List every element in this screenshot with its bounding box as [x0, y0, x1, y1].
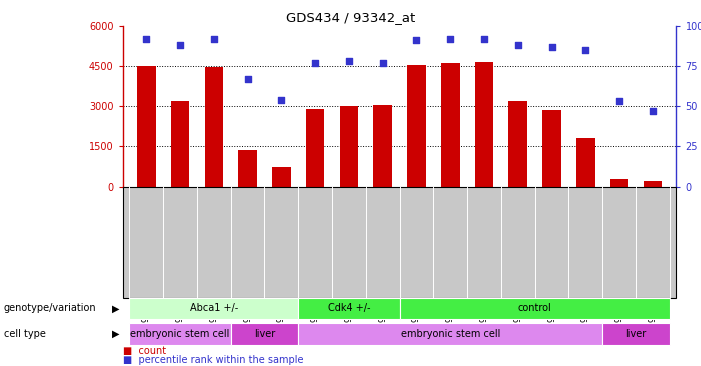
Bar [475, 62, 494, 187]
Bar [441, 63, 460, 187]
Text: ■  count: ■ count [123, 346, 166, 356]
FancyBboxPatch shape [602, 323, 669, 345]
Text: Cdk4 +/-: Cdk4 +/- [327, 303, 370, 313]
Point [512, 42, 524, 48]
Bar [306, 109, 325, 187]
Text: ▶: ▶ [111, 329, 119, 339]
Point [580, 47, 591, 53]
Bar [205, 67, 223, 187]
Text: control: control [518, 303, 552, 313]
Point [175, 42, 186, 48]
Point [613, 98, 625, 104]
Point [411, 37, 422, 43]
Point [546, 44, 557, 49]
FancyBboxPatch shape [130, 298, 298, 319]
Bar [374, 105, 392, 187]
Point [478, 36, 489, 41]
Text: liver: liver [254, 329, 275, 339]
Text: liver: liver [625, 329, 646, 339]
FancyBboxPatch shape [400, 298, 669, 319]
Bar [407, 64, 426, 187]
Bar [272, 167, 291, 187]
Point [377, 60, 388, 66]
Text: Abca1 +/-: Abca1 +/- [190, 303, 238, 313]
Point [647, 108, 658, 114]
FancyBboxPatch shape [130, 323, 231, 345]
Bar [644, 181, 662, 187]
Bar [137, 66, 156, 187]
Text: embryonic stem cell: embryonic stem cell [400, 329, 500, 339]
Text: embryonic stem cell: embryonic stem cell [130, 329, 230, 339]
FancyBboxPatch shape [298, 323, 602, 345]
Point [141, 36, 152, 41]
FancyBboxPatch shape [298, 298, 400, 319]
Bar [610, 179, 628, 187]
Bar [508, 101, 527, 187]
Point [242, 76, 253, 82]
Point [343, 58, 355, 64]
Point [208, 36, 219, 41]
Point [444, 36, 456, 41]
Text: ▶: ▶ [111, 303, 119, 313]
Bar [171, 101, 189, 187]
Text: cell type: cell type [4, 329, 46, 339]
Point [310, 60, 321, 66]
FancyBboxPatch shape [231, 323, 298, 345]
Bar [576, 138, 594, 187]
Text: ■  percentile rank within the sample: ■ percentile rank within the sample [123, 355, 303, 365]
Text: GDS434 / 93342_at: GDS434 / 93342_at [286, 11, 415, 24]
Bar [543, 110, 561, 187]
Bar [238, 150, 257, 187]
Text: genotype/variation: genotype/variation [4, 303, 96, 313]
Bar [339, 106, 358, 187]
Point [275, 97, 287, 102]
